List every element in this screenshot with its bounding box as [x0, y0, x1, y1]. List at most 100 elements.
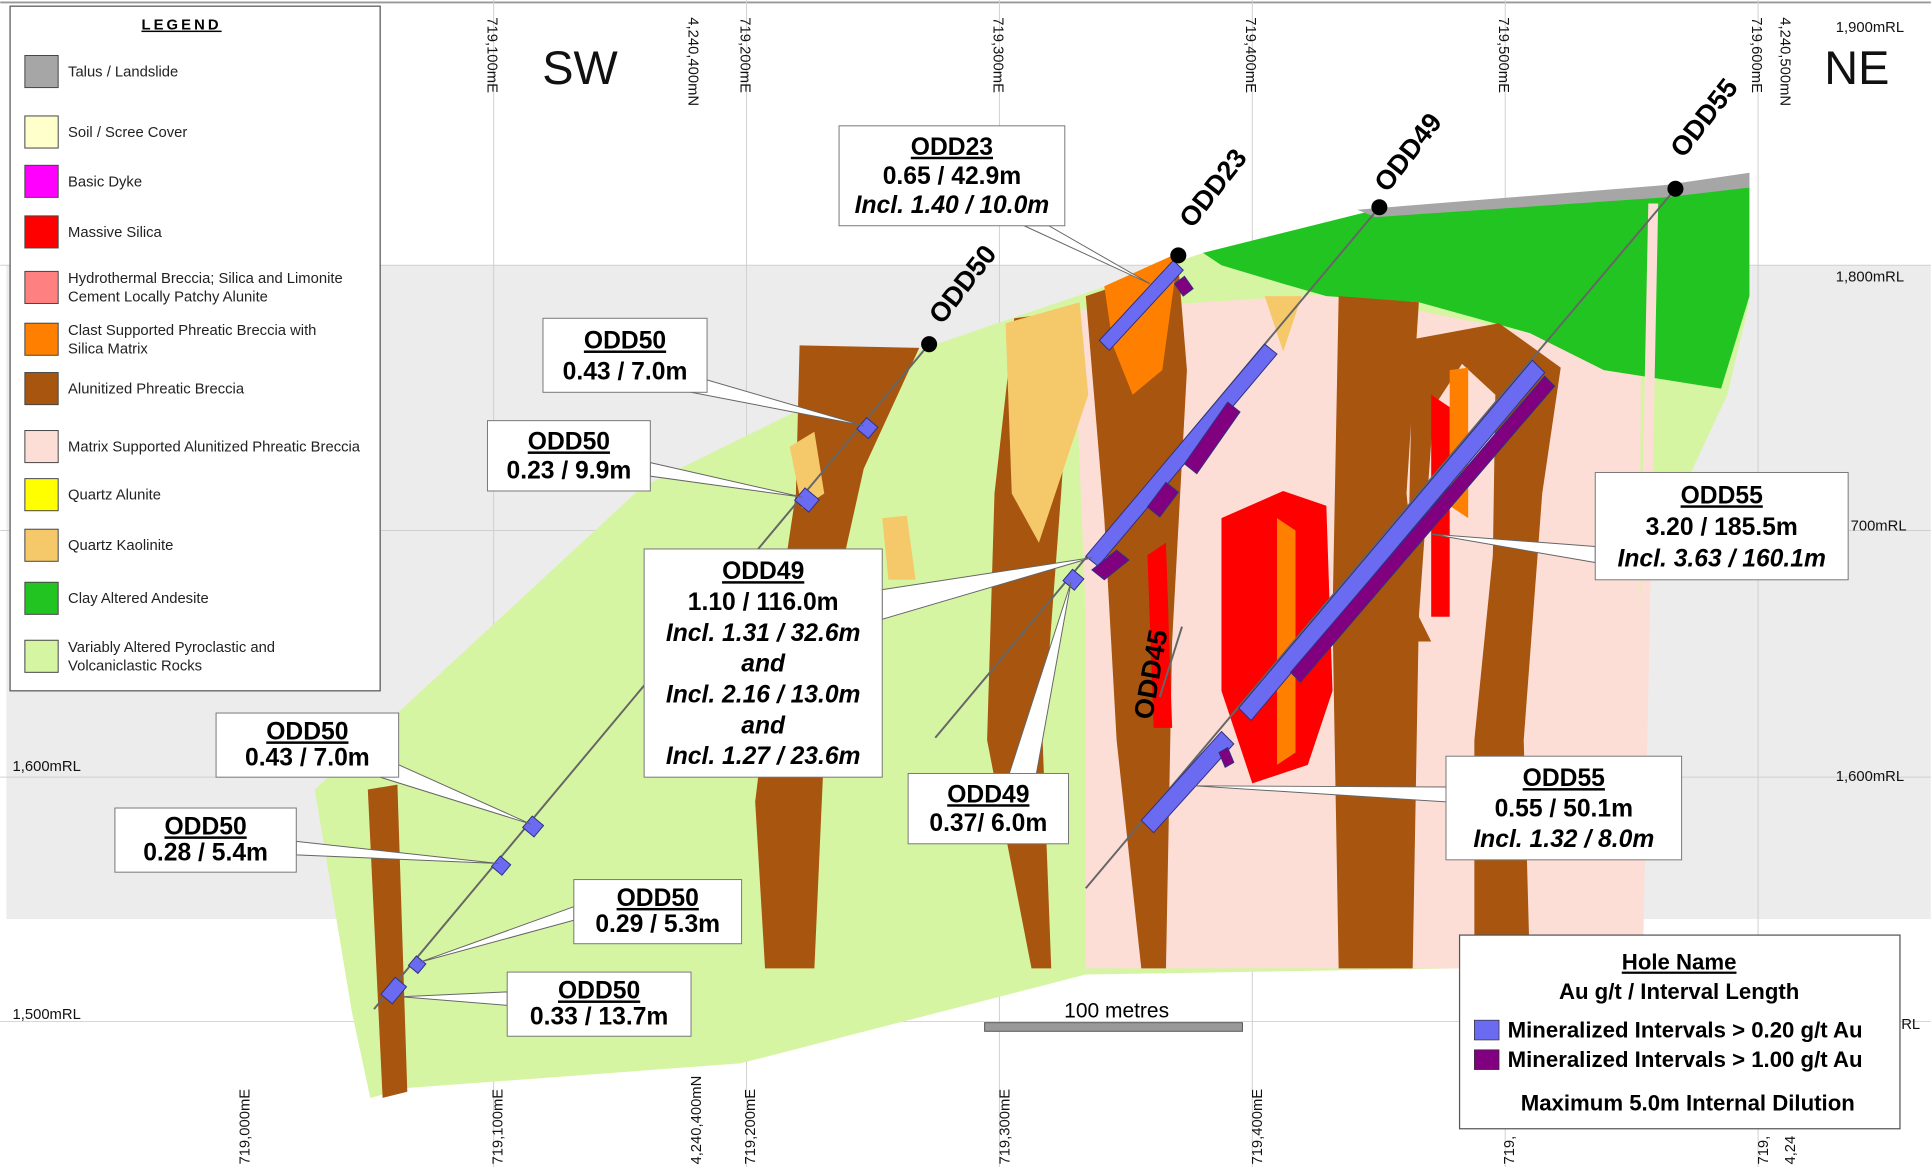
key-label: Mineralized Intervals > 0.20 g/t Au	[1508, 1017, 1863, 1042]
callout-line: Incl. 1.27 / 23.6m	[666, 743, 861, 770]
grid-label: 719,200mE	[736, 17, 752, 93]
interval	[856, 416, 879, 440]
legend-label: Clast Supported Phreatic Breccia with	[68, 323, 316, 339]
legend-label: Soil / Scree Cover	[68, 125, 187, 141]
rl-label: 1,900mRL	[1836, 20, 1904, 36]
interval	[1098, 259, 1184, 352]
callout-line: 0.33 / 13.7m	[530, 1003, 668, 1030]
legend-swatch	[24, 581, 59, 615]
callout-box	[215, 712, 400, 778]
rl-label: 700mRL	[1851, 518, 1907, 534]
direction-label: NE	[1824, 42, 1889, 94]
grid-label: 719,400mE	[1242, 17, 1258, 93]
interval	[380, 976, 408, 1005]
callout-line: 0.43 / 7.0m	[245, 744, 370, 771]
grid-label: 719,600mE	[1748, 17, 1764, 93]
grid-label: 719,500mE	[1495, 17, 1511, 93]
callout-box	[907, 772, 1070, 845]
breccia-band	[367, 784, 408, 1098]
callout-line: 0.37/ 6.0m	[929, 810, 1047, 837]
callout-line: Incl. 1.31 / 32.6m	[666, 620, 861, 647]
callout-box	[542, 317, 708, 393]
callout-box	[573, 879, 743, 945]
grid-label: 4,24	[1783, 1136, 1799, 1165]
grid-label: 719,100mE	[483, 17, 499, 93]
collar	[1371, 199, 1388, 216]
breccia-band	[1332, 296, 1419, 969]
key-label: Mineralized Intervals > 1.00 g/t Au	[1508, 1047, 1863, 1072]
rl-label: 1,600mRL	[1836, 769, 1904, 785]
callout-box	[1594, 471, 1849, 581]
legend-swatch	[24, 215, 59, 249]
direction-label: SW	[542, 42, 618, 94]
legend-label: Matrix Supported Alunitized Phreatic Bre…	[68, 440, 361, 456]
interval	[1173, 275, 1194, 297]
collars	[921, 180, 1684, 353]
grid-label: 719,	[1502, 1136, 1518, 1165]
legend-swatch	[24, 528, 59, 562]
callout-line: 3.20 / 185.5m	[1646, 514, 1798, 541]
callout-box	[838, 125, 1066, 227]
interval	[521, 815, 545, 838]
legend-label: Alunitized Phreatic Breccia	[68, 382, 245, 398]
legend-label: Cement Locally Patchy Alunite	[68, 290, 268, 306]
interval	[1218, 746, 1235, 769]
callout-box	[486, 420, 651, 492]
clast-breccia-body	[1276, 518, 1296, 765]
interval	[490, 855, 512, 876]
collar	[921, 336, 938, 353]
interval	[1238, 359, 1546, 722]
legend-label: Variably Altered Pyroclastic and	[68, 640, 275, 656]
callout-hole: ODD23	[911, 134, 993, 161]
kaolinite-body	[1005, 302, 1089, 543]
key: Hole Name Au g/t / Interval Length Mineral…	[1458, 934, 1901, 1130]
silica-body	[1147, 542, 1173, 728]
callout-line: 0.28 / 5.4m	[143, 839, 268, 866]
rl-label: RL	[1901, 1017, 1920, 1033]
legend-swatch	[24, 115, 59, 149]
callout-hole: ODD50	[164, 813, 246, 840]
callout-hole: ODD50	[617, 885, 699, 912]
grid-label: 719,000mE	[237, 1089, 253, 1165]
rl-label: 1,800mRL	[1836, 269, 1904, 285]
drill-trace	[1085, 188, 1677, 889]
legend: LEGEND Talus / Landslide Soil / Scree Cove…	[9, 5, 381, 692]
grid-label: 4,240,500mN	[1776, 17, 1792, 106]
rl-label: 1,500mRL	[13, 1007, 81, 1023]
andesite-unit	[1202, 187, 1750, 389]
rl-label: 1,600mRL	[13, 759, 81, 775]
interval	[1062, 568, 1085, 591]
callout-line: 0.65 / 42.9m	[883, 163, 1021, 190]
callout-line: and	[741, 651, 786, 678]
grid-label: 4,240,400mN	[689, 1076, 705, 1165]
callout-line: 0.55 / 50.1m	[1495, 796, 1633, 823]
callout-box	[1445, 755, 1683, 861]
talus-unit	[1357, 172, 1750, 218]
callout-line: 0.43 / 7.0m	[563, 358, 688, 385]
legend-label: Clay Altered Andesite	[68, 591, 209, 607]
callout-hole: ODD49	[722, 558, 804, 585]
callout-box	[506, 971, 692, 1037]
callout-hole: ODD55	[1681, 482, 1764, 509]
legend-title: LEGEND	[141, 18, 221, 34]
callout-line: 0.23 / 9.9m	[507, 457, 632, 484]
key-box	[1458, 934, 1901, 1130]
callout-hole: ODD50	[558, 977, 640, 1004]
key-swatch	[1473, 1019, 1500, 1041]
legend-label: Volcaniclastic Rocks	[68, 658, 202, 674]
legend-label: Hydrothermal Breccia; Silica and Limonit…	[68, 271, 343, 287]
callout-line: 0.29 / 5.3m	[595, 911, 720, 938]
legend-swatch	[24, 164, 59, 198]
kaolinite-body	[882, 515, 916, 580]
legend-label: Quartz Alunite	[68, 488, 161, 504]
callout-line: Incl. 3.63 / 160.1m	[1618, 546, 1826, 573]
legend-swatch	[24, 55, 59, 89]
callout-line: and	[741, 712, 786, 739]
legend-swatch	[24, 372, 59, 406]
grid-label: 4,240,400mN	[685, 17, 701, 106]
interval	[793, 487, 820, 513]
interval	[1140, 730, 1235, 834]
kaolinite-body	[789, 431, 825, 509]
callout-line: Incl. 2.16 / 13.0m	[666, 682, 861, 709]
